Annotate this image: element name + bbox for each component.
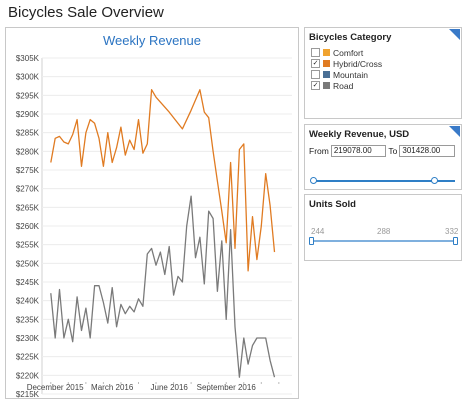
color-swatch [323, 71, 330, 78]
revenue-from-input[interactable]: 219078.00 [330, 145, 387, 157]
units-max-label: 332 [445, 227, 459, 236]
units-slider-max-handle[interactable] [453, 237, 458, 245]
x-tick-label: December 2015 [27, 383, 84, 392]
revenue-range-row: From 219078.00 To 301428.00 [305, 143, 461, 159]
units-slider-track[interactable] [312, 240, 456, 242]
revenue-filter-title: Weekly Revenue, USD [309, 129, 410, 140]
checkbox-hybrid-cross[interactable]: ✓ [311, 59, 320, 68]
y-tick-label: $280K [16, 147, 40, 156]
checkbox-road[interactable]: ✓ [311, 81, 320, 90]
category-label: Mountain [333, 69, 368, 80]
y-tick-label: $275K [16, 166, 40, 175]
panel-corner-icon [449, 126, 460, 137]
category-filter-panel: Bicycles Category Comfort ✓ Hybrid/Cross… [304, 27, 462, 119]
series-line-road [50, 195, 276, 378]
checkbox-comfort[interactable] [311, 48, 320, 57]
y-tick-label: $225K [16, 353, 40, 362]
y-tick-label: $295K [16, 91, 40, 100]
y-axis: $215K $220K $225K $230K $235K $240K $245K $250K… [16, 54, 40, 398]
revenue-range-slider[interactable] [310, 177, 455, 185]
x-tick-label: September 2016 [197, 383, 257, 392]
category-filter-title: Bicycles Category [309, 32, 392, 43]
units-mid-label: 288 [377, 227, 391, 236]
revenue-slider-track[interactable] [313, 180, 455, 182]
y-tick-label: $285K [16, 129, 40, 138]
checkbox-mountain[interactable] [311, 70, 320, 79]
x-tick-label: June 2016 [151, 383, 189, 392]
units-range-slider[interactable] [309, 237, 458, 245]
color-swatch [323, 49, 330, 56]
y-tick-label: $255K [16, 241, 40, 250]
category-item-comfort[interactable]: Comfort [311, 47, 457, 58]
revenue-filter-panel: Weekly Revenue, USD From 219078.00 To 30… [304, 124, 462, 190]
y-tick-label: $235K [16, 315, 40, 324]
y-tick-label: $250K [16, 259, 40, 268]
y-tick-label: $270K [16, 185, 40, 194]
y-tick-label: $220K [16, 371, 40, 380]
y-tick-label: $260K [16, 222, 40, 231]
chart-panel: Weekly Revenue $215K $220K $225K $230K $235K… [5, 27, 299, 399]
y-tick-label: $245K [16, 278, 40, 287]
app-title: Bicycles Sale Overview [8, 4, 164, 21]
series-line-hybrid-cross [50, 89, 276, 272]
units-slider-min-handle[interactable] [309, 237, 314, 245]
revenue-slider-max-handle[interactable] [430, 177, 438, 184]
y-tick-label: $290K [16, 110, 40, 119]
category-list: Comfort ✓ Hybrid/Cross Mountain ✓ Road [305, 46, 461, 91]
x-axis: December 2015 March 2016 June 2016 Septembe… [27, 382, 280, 392]
chart-series [50, 89, 276, 378]
weekly-revenue-chart: Weekly Revenue $215K $220K $225K $230K $235K… [16, 33, 292, 398]
panel-corner-icon [449, 29, 460, 40]
category-item-road[interactable]: ✓ Road [311, 80, 457, 91]
x-tick-label: March 2016 [91, 383, 134, 392]
chart-title: Weekly Revenue [103, 33, 201, 48]
units-min-label: 244 [311, 227, 325, 236]
y-tick-label: $215K [16, 390, 40, 398]
y-tick-label: $240K [16, 297, 40, 306]
category-label: Comfort [333, 47, 364, 58]
category-label: Road [333, 80, 354, 91]
category-label: Hybrid/Cross [333, 58, 383, 69]
color-swatch [323, 60, 330, 67]
category-item-hybrid-cross[interactable]: ✓ Hybrid/Cross [311, 58, 457, 69]
from-label: From [309, 146, 329, 156]
revenue-slider-min-handle[interactable] [310, 177, 317, 184]
chart-grid [41, 57, 292, 395]
y-tick-label: $230K [16, 334, 40, 343]
color-swatch [323, 82, 330, 89]
y-tick-label: $265K [16, 203, 40, 212]
category-item-mountain[interactable]: Mountain [311, 69, 457, 80]
y-tick-label: $305K [16, 54, 40, 63]
y-tick-label: $300K [16, 73, 40, 82]
units-filter-panel: Units Sold 244 288 332 [304, 194, 462, 261]
revenue-to-input[interactable]: 301428.00 [399, 145, 455, 157]
to-label: To [388, 146, 398, 156]
units-filter-title: Units Sold [309, 199, 356, 210]
